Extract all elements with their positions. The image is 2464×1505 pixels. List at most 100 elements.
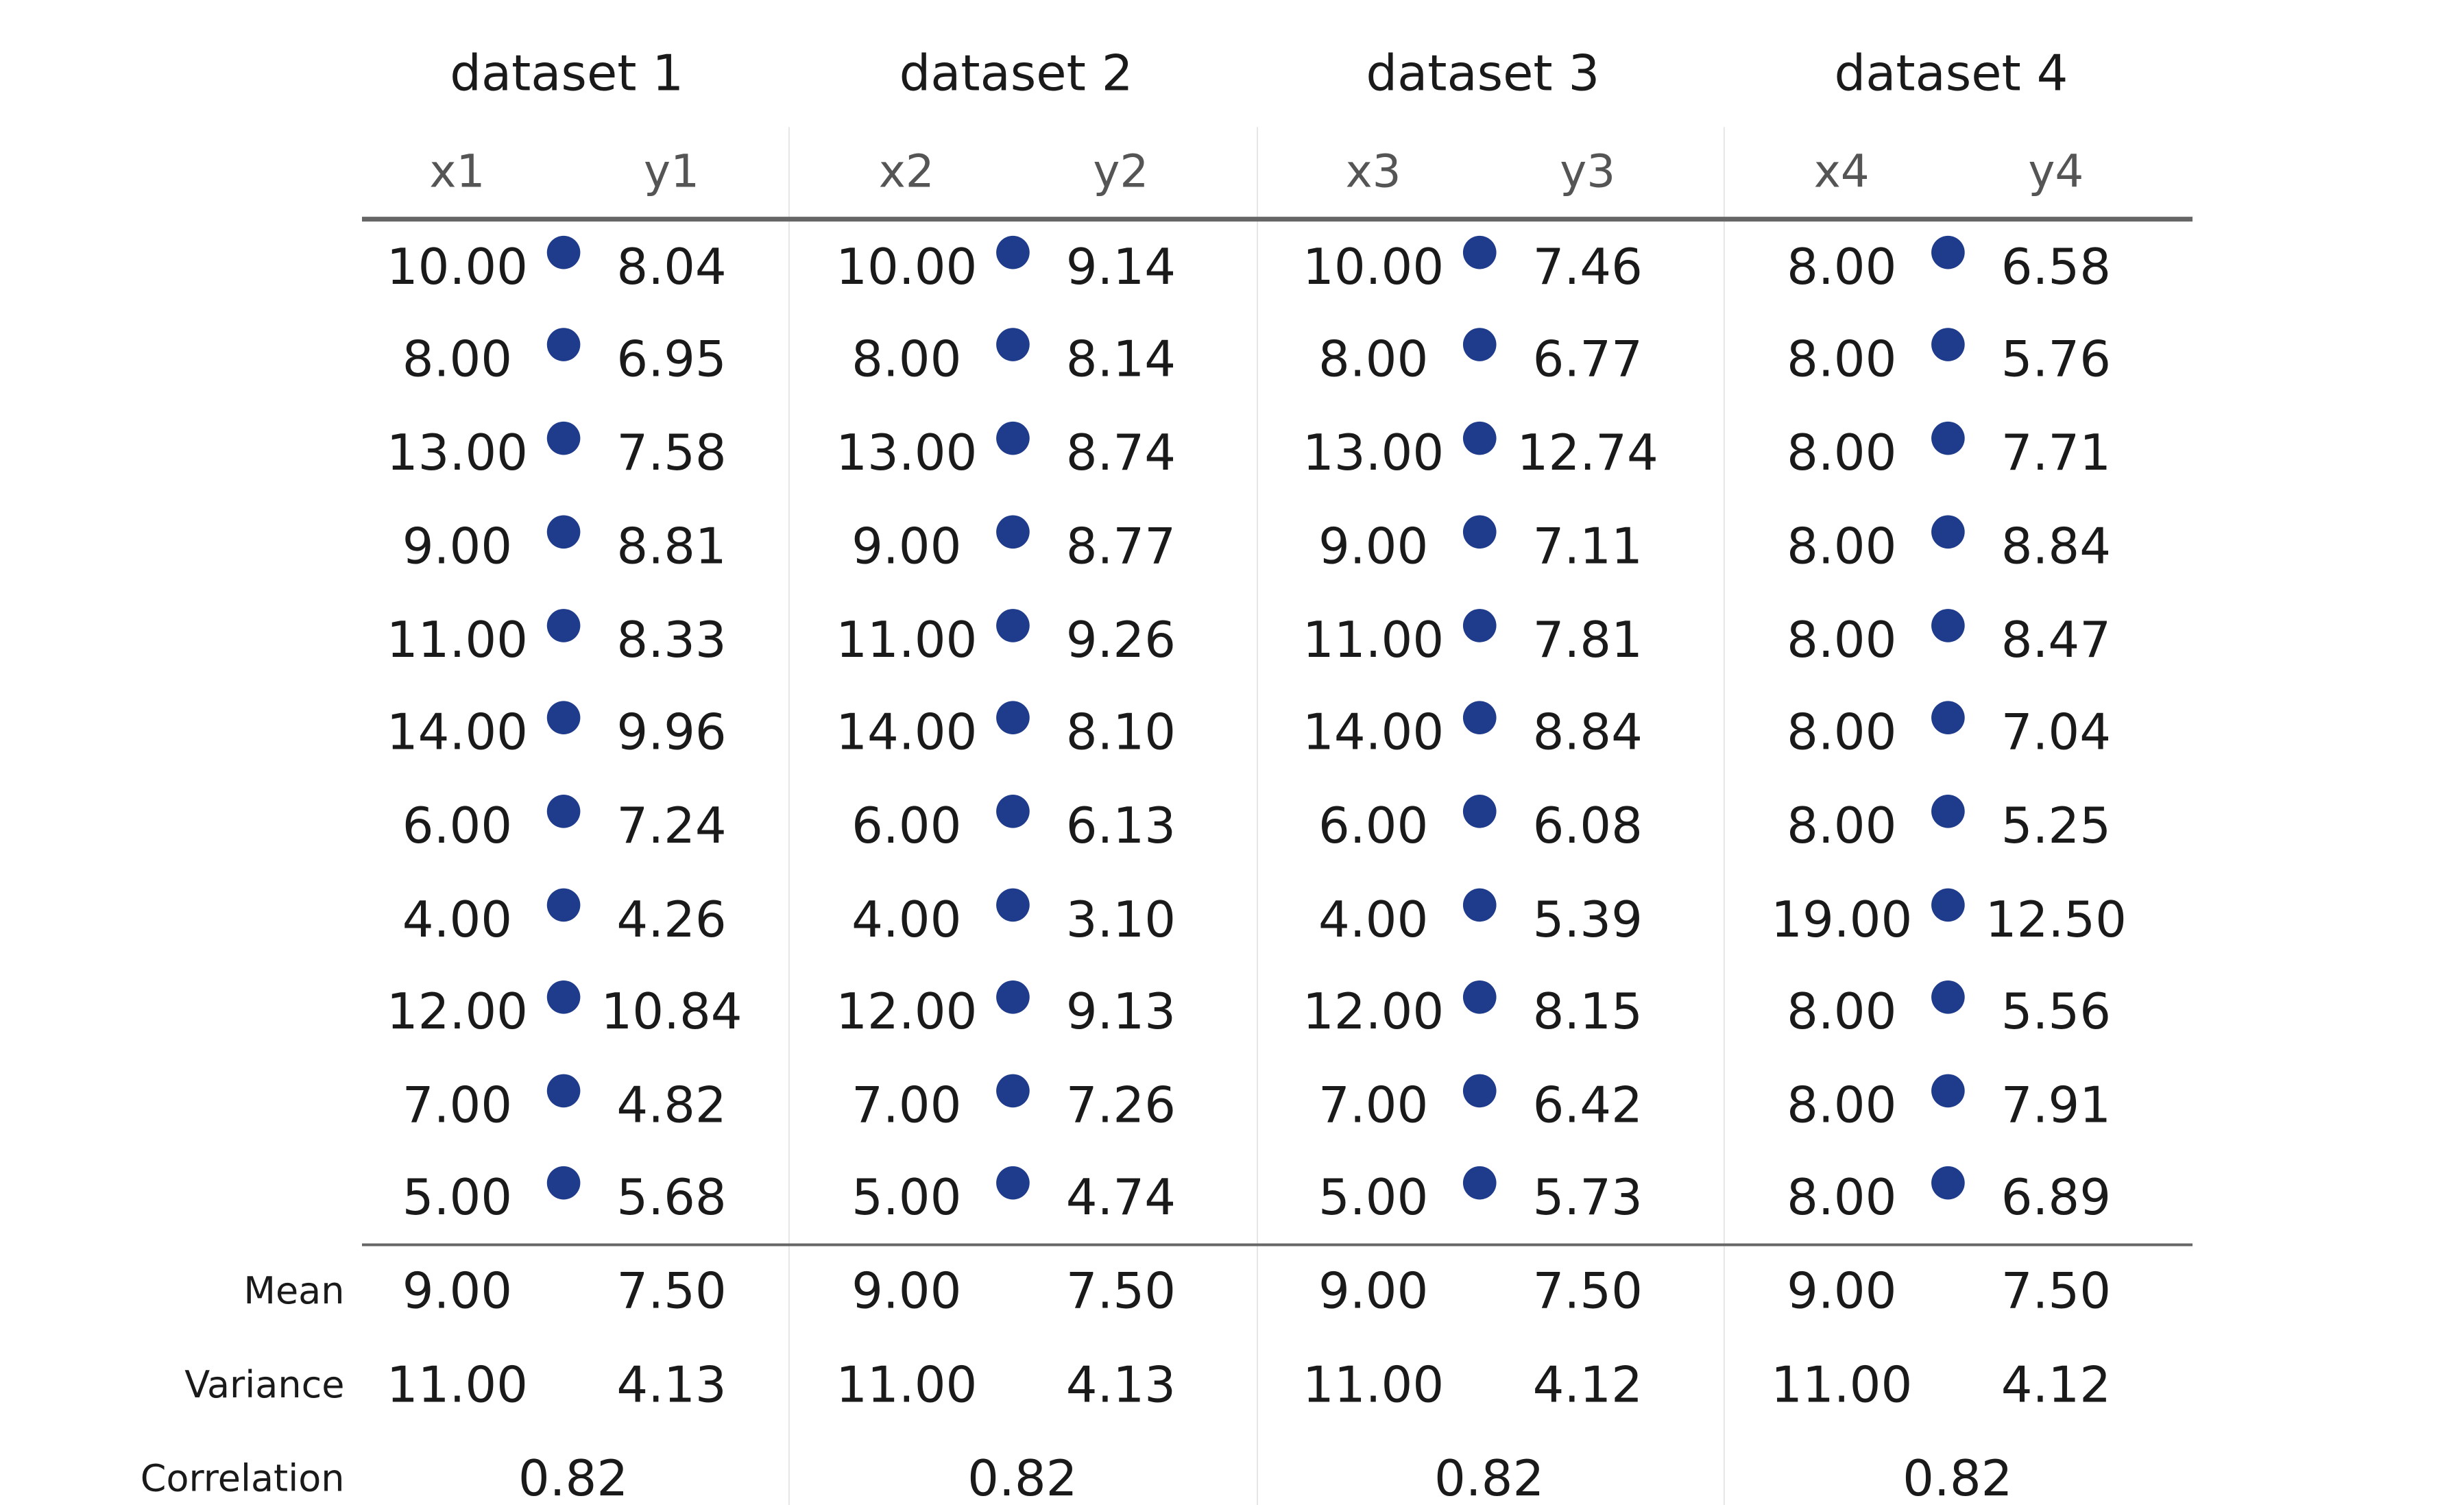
y-value-cell: 3.10 — [1066, 891, 1176, 948]
table-row: 10.00 9.14 — [836, 235, 1176, 296]
table-row: 5.00 4.74 — [851, 1166, 1176, 1226]
y-value-cell: 7.04 — [2001, 703, 2111, 761]
mean-x-cell: 9.00 — [1787, 1262, 1896, 1320]
y-value-cell: 7.24 — [616, 797, 726, 854]
x-value-cell: 8.00 — [1787, 703, 1896, 761]
table-row: 8.00 5.25 — [1787, 795, 2111, 854]
row-dot-marker — [996, 1074, 1030, 1108]
mean-x-cell: 9.00 — [402, 1262, 512, 1320]
y-value-cell: 7.71 — [2001, 424, 2111, 481]
table-row: 11.00 7.81 — [1303, 609, 1643, 669]
y-value-cell: 5.56 — [2001, 983, 2111, 1040]
row-dot-marker — [546, 609, 581, 642]
table-row: 10.00 7.46 — [1303, 235, 1643, 296]
row-dot-marker — [1462, 888, 1497, 922]
y-value-cell: 8.77 — [1066, 518, 1176, 575]
correlation-cell: 0.82 — [1434, 1449, 1544, 1505]
dataset-title: dataset 2 — [899, 45, 1133, 102]
y-value-cell: 6.13 — [1066, 797, 1176, 854]
table-row: 8.00 7.71 — [1787, 421, 2111, 481]
x-value-cell: 11.00 — [1303, 611, 1444, 669]
row-dot-marker — [546, 421, 581, 455]
table-row: 5.00 5.68 — [402, 1166, 727, 1226]
table-row: 8.00 7.91 — [1787, 1074, 2111, 1134]
table-row: 7.00 6.42 — [1318, 1074, 1643, 1134]
x-value-cell: 5.00 — [1318, 1168, 1428, 1226]
row-dot-marker — [1931, 888, 1965, 922]
table-row: 14.00 9.96 — [387, 701, 727, 761]
column-header-y: y2 — [1093, 145, 1148, 198]
row-dot-marker — [1462, 609, 1497, 642]
x-value-cell: 8.00 — [1318, 330, 1428, 387]
table-row: 13.00 7.58 — [387, 421, 727, 481]
y-value-cell: 8.04 — [616, 238, 726, 296]
row-dot-marker — [546, 980, 581, 1014]
table-row: 9.00 7.11 — [1318, 515, 1643, 575]
table-row: 6.00 6.13 — [851, 795, 1176, 854]
correlation-cell: 0.82 — [967, 1449, 1077, 1505]
table-row: 8.00 6.89 — [1787, 1166, 2111, 1226]
y-value-cell: 7.11 — [1533, 518, 1643, 575]
table-row: 9.00 8.77 — [851, 515, 1176, 575]
row-dot-marker — [1931, 980, 1965, 1014]
y-value-cell: 5.68 — [616, 1168, 726, 1226]
table-row: 11.00 8.33 — [387, 609, 727, 669]
x-value-cell: 19.00 — [1771, 891, 1912, 948]
dataset-3-group: dataset 3 x3 y3 10.00 7.46 8.00 6.77 13.00 12.74… — [1303, 45, 1658, 1505]
y-value-cell: 7.81 — [1533, 611, 1643, 669]
x-value-cell: 8.00 — [1787, 330, 1896, 387]
dataset-1-group: dataset 1 x1 y1 10.00 8.04 8.00 6.95 13.00 7.58 9… — [387, 45, 742, 1505]
x-value-cell: 7.00 — [851, 1076, 961, 1134]
y-value-cell: 8.47 — [2001, 611, 2111, 669]
row-dot-marker — [1462, 328, 1497, 361]
y-value-cell: 5.76 — [2001, 330, 2111, 387]
y-value-cell: 12.74 — [1517, 424, 1658, 481]
x-value-cell: 4.00 — [851, 891, 961, 948]
y-value-cell: 8.74 — [1066, 424, 1176, 481]
x-value-cell: 12.00 — [387, 983, 528, 1040]
table-row: 4.00 4.26 — [402, 888, 727, 948]
x-value-cell: 8.00 — [402, 330, 512, 387]
x-value-cell: 10.00 — [387, 238, 528, 296]
table-row: 8.00 5.56 — [1787, 980, 2111, 1040]
row-dot-marker — [546, 328, 581, 361]
y-value-cell: 6.89 — [2001, 1168, 2111, 1226]
y-value-cell: 7.91 — [2001, 1076, 2111, 1134]
x-value-cell: 9.00 — [402, 518, 512, 575]
column-header-y: y3 — [1560, 145, 1615, 198]
y-value-cell: 8.15 — [1533, 983, 1643, 1040]
table-row: 12.00 10.84 — [387, 980, 742, 1040]
x-value-cell: 6.00 — [851, 797, 961, 854]
mean-y-cell: 7.50 — [616, 1262, 726, 1320]
x-value-cell: 8.00 — [1787, 238, 1896, 296]
column-header-y: y4 — [2028, 145, 2083, 198]
x-value-cell: 14.00 — [836, 703, 977, 761]
row-dot-marker — [546, 888, 581, 922]
y-value-cell: 7.46 — [1533, 238, 1643, 296]
x-value-cell: 8.00 — [1787, 1168, 1896, 1226]
row-dot-marker — [1462, 421, 1497, 455]
y-value-cell: 6.42 — [1533, 1076, 1643, 1134]
x-value-cell: 13.00 — [387, 424, 528, 481]
table-row: 11.00 9.26 — [836, 609, 1176, 669]
x-value-cell: 14.00 — [1303, 703, 1444, 761]
correlation-cell: 0.82 — [1903, 1449, 2012, 1505]
x-value-cell: 8.00 — [1787, 518, 1896, 575]
mean-x-cell: 9.00 — [851, 1262, 961, 1320]
y-value-cell: 10.84 — [601, 983, 742, 1040]
x-value-cell: 8.00 — [851, 330, 961, 387]
row-dot-marker — [1462, 515, 1497, 549]
row-dot-marker — [996, 328, 1030, 361]
x-value-cell: 12.00 — [836, 983, 977, 1040]
table-row: 14.00 8.10 — [836, 701, 1176, 761]
table-row: 8.00 8.14 — [851, 328, 1176, 387]
table-row: 13.00 12.74 — [1303, 421, 1658, 481]
row-dot-marker — [1931, 795, 1965, 828]
y-value-cell: 6.77 — [1533, 330, 1643, 387]
row-dot-marker — [996, 888, 1030, 922]
table-row: 6.00 7.24 — [402, 795, 727, 854]
x-value-cell: 13.00 — [836, 424, 977, 481]
row-dot-marker — [546, 1166, 581, 1200]
y-value-cell: 5.39 — [1533, 891, 1643, 948]
mean-label: Mean — [243, 1269, 344, 1312]
